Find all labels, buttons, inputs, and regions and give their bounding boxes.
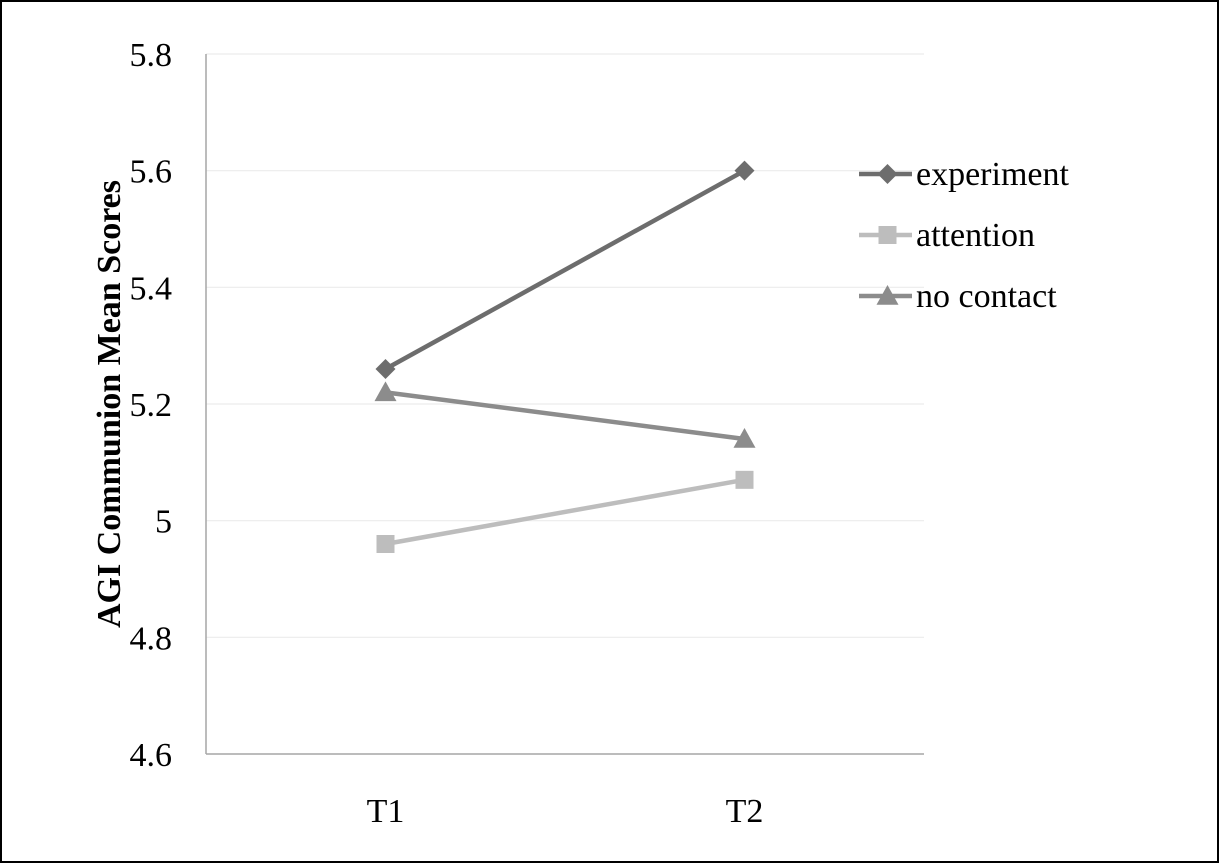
x-tick-label: T2 bbox=[726, 793, 764, 830]
series-line bbox=[385, 390, 745, 442]
y-tick-labels: 4.6 4.8 5 5.2 5.4 5.6 5.8 bbox=[130, 37, 173, 774]
legend-label: no contact bbox=[916, 278, 1057, 315]
data-point bbox=[376, 535, 395, 553]
series-line bbox=[384, 168, 746, 371]
legend-item: no contact bbox=[859, 278, 1057, 315]
gridlines bbox=[206, 53, 924, 638]
series-lines bbox=[374, 160, 756, 553]
legend-item: experiment bbox=[859, 156, 1069, 193]
legend-label: experiment bbox=[916, 156, 1069, 193]
data-point bbox=[735, 470, 754, 489]
y-tick-label: 5 bbox=[155, 504, 172, 541]
y-tick-label: 4.6 bbox=[130, 737, 173, 774]
legend: experiment attention no contact bbox=[859, 156, 1069, 315]
x-tick-label: T1 bbox=[367, 793, 405, 830]
y-tick-label: 5.2 bbox=[130, 387, 173, 424]
series-1 bbox=[376, 470, 754, 553]
x-tick-labels: T1 T2 bbox=[367, 793, 764, 830]
data-point bbox=[374, 381, 397, 402]
series-line bbox=[385, 477, 745, 547]
legend-swatch-marker bbox=[877, 164, 898, 184]
legend-item: attention bbox=[859, 217, 1035, 254]
data-point bbox=[734, 160, 755, 181]
legend-swatch-marker bbox=[878, 226, 897, 244]
legend-swatch-marker bbox=[876, 285, 899, 305]
y-tick-label: 4.8 bbox=[130, 620, 173, 657]
legend-label: attention bbox=[916, 217, 1035, 254]
series-0 bbox=[375, 160, 755, 379]
y-tick-label: 5.4 bbox=[130, 270, 173, 307]
y-tick-label: 5.6 bbox=[130, 154, 173, 191]
data-point bbox=[733, 428, 756, 448]
y-tick-label: 5.8 bbox=[130, 37, 173, 74]
y-axis-title: AGI Communion Mean Scores bbox=[91, 180, 128, 628]
axes bbox=[205, 54, 924, 755]
series-2 bbox=[374, 381, 756, 448]
data-point bbox=[375, 359, 396, 379]
